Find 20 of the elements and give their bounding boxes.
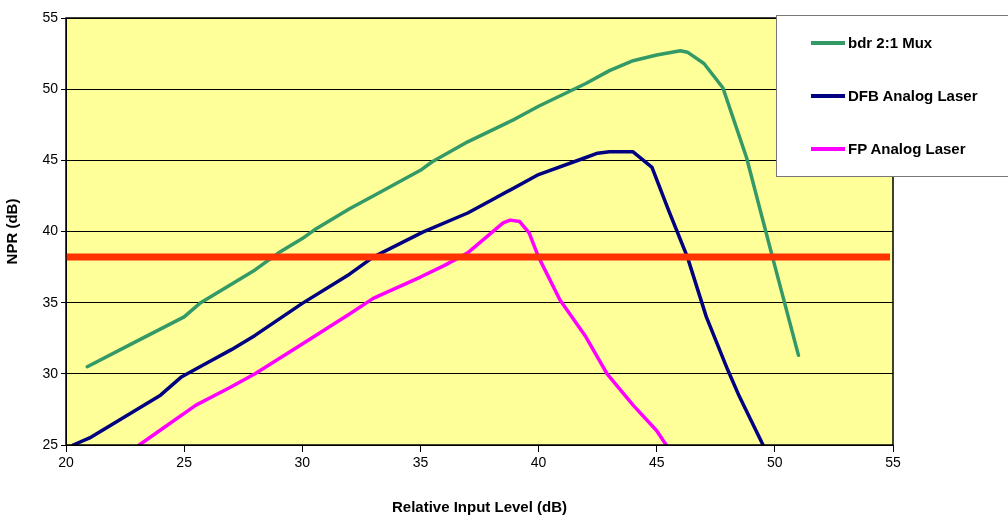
x-tick-label: 20 bbox=[58, 454, 74, 471]
y-tick-label: 40 bbox=[42, 222, 59, 239]
x-tick-label: 30 bbox=[294, 454, 311, 471]
x-tick-label: 55 bbox=[885, 454, 901, 471]
x-tick-label: 25 bbox=[176, 454, 193, 471]
y-tick-label: 45 bbox=[42, 151, 59, 168]
y-axis-title: NPR (dB) bbox=[3, 198, 21, 265]
x-tick-label: 40 bbox=[530, 454, 547, 471]
legend-label: DFB Analog Laser bbox=[848, 87, 978, 104]
x-tick-label: 45 bbox=[648, 454, 665, 471]
y-tick-label: 30 bbox=[42, 364, 59, 381]
y-tick-label: 50 bbox=[42, 80, 59, 97]
y-tick-label: 25 bbox=[42, 435, 59, 452]
y-tick-label: 55 bbox=[42, 8, 59, 25]
x-tick-label: 35 bbox=[412, 454, 429, 471]
legend-label: bdr 2:1 Mux bbox=[848, 34, 933, 51]
x-axis-title: Relative Input Level (dB) bbox=[391, 498, 568, 516]
legend-label: FP Analog Laser bbox=[848, 140, 966, 157]
x-tick-label: 50 bbox=[767, 454, 783, 471]
y-tick-label: 35 bbox=[42, 293, 59, 310]
